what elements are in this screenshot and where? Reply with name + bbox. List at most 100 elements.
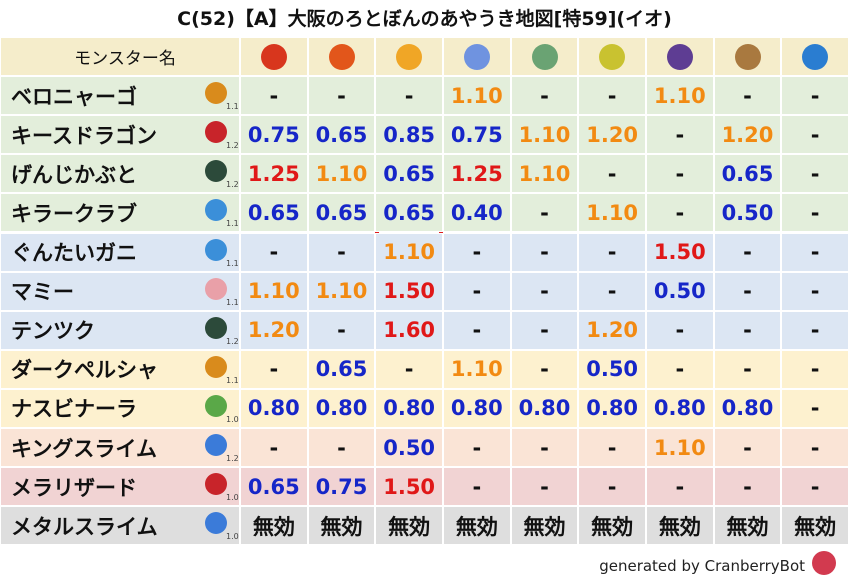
value-cell: - (510, 193, 579, 233)
level: 1.0 (226, 532, 239, 542)
value-cell: - (240, 428, 308, 468)
value-cell: - (307, 428, 376, 468)
value-cell: 0.65 (375, 154, 443, 194)
value-cell: 無効 (443, 506, 511, 546)
element-icon (599, 44, 626, 70)
value-cell: 1.50 (375, 271, 443, 311)
monster-name: ナスビナーラ (0, 388, 240, 428)
level: 1.0 (226, 493, 239, 503)
value-cell: - (646, 154, 714, 194)
title: C(52)【A】大阪のろとぼんのあやうき地図[特59](イオ) (177, 8, 672, 30)
value-cell: 0.85 (375, 115, 443, 155)
value-cell: - (240, 232, 308, 272)
value-cell: - (510, 428, 579, 468)
value-cell: 無効 (781, 506, 849, 546)
value-cell: 0.80 (375, 388, 443, 428)
value-cell: - (510, 467, 579, 507)
value-cell: - (510, 76, 579, 116)
value-cell: 0.50 (713, 193, 782, 233)
value-cell: 1.10 (646, 428, 714, 468)
monster-name: げんじかぶと (0, 154, 240, 194)
value-cell: 0.65 (240, 193, 308, 233)
value-cell: 無効 (646, 506, 714, 546)
value-cell: 0.75 (240, 115, 308, 155)
value-cell: - (578, 467, 646, 507)
monster-icon (205, 473, 227, 496)
value-cell: - (781, 271, 849, 311)
value-cell: - (781, 310, 849, 350)
element-icon (734, 44, 761, 70)
monster-icon (205, 394, 227, 417)
value-cell: 1.20 (578, 115, 646, 155)
monster-icon (205, 199, 227, 222)
value-cell: - (578, 76, 646, 116)
value-cell: 1.20 (578, 310, 646, 350)
value-cell: 0.50 (578, 349, 646, 389)
level: 1.1 (226, 258, 239, 268)
monster-name: ぐんたいガニ (0, 232, 240, 272)
value-cell: 0.65 (307, 349, 376, 389)
value-cell: - (578, 232, 646, 272)
value-cell: - (443, 271, 511, 311)
monster-icon (205, 512, 227, 535)
monster-name: メタルスライム (0, 506, 240, 546)
monster-icon (205, 160, 227, 183)
value-cell: - (781, 193, 849, 233)
monster-name: ベロニャーゴ (0, 76, 240, 116)
value-cell: 0.65 (713, 154, 782, 194)
value-cell: 無効 (307, 506, 376, 546)
value-cell: - (646, 349, 714, 389)
value-cell: 1.10 (375, 232, 443, 272)
element-icon (328, 44, 355, 70)
value-cell: - (375, 349, 443, 389)
value-cell: 0.65 (375, 193, 443, 233)
value-cell: - (713, 232, 782, 272)
level: 1.2 (226, 336, 239, 346)
value-cell: 無効 (375, 506, 443, 546)
value-cell: - (646, 467, 714, 507)
value-cell: - (781, 232, 849, 272)
value-cell: - (646, 115, 714, 155)
value-cell: - (781, 428, 849, 468)
monster-icon (205, 316, 227, 339)
value-cell: 1.10 (578, 193, 646, 233)
value-cell: 0.75 (307, 467, 376, 507)
level: 1.2 (226, 141, 239, 151)
value-cell: 1.10 (240, 271, 308, 311)
value-cell: - (510, 310, 579, 350)
level: 1.0 (226, 414, 239, 424)
value-cell: 0.80 (578, 388, 646, 428)
value-cell: 1.50 (375, 467, 443, 507)
value-cell: - (713, 76, 782, 116)
value-cell: 無効 (713, 506, 782, 546)
monster-name: テンツク (0, 310, 240, 350)
value-cell: 0.80 (307, 388, 376, 428)
value-cell: 0.75 (443, 115, 511, 155)
value-cell: 0.80 (646, 388, 714, 428)
level: 1.2 (226, 180, 239, 190)
value-cell: - (578, 271, 646, 311)
value-cell: - (646, 310, 714, 350)
bot-icon (812, 551, 836, 575)
value-cell: - (713, 467, 782, 507)
value-cell: 0.50 (646, 271, 714, 311)
value-cell: - (240, 76, 308, 116)
value-cell: - (510, 349, 579, 389)
value-cell: 無効 (578, 506, 646, 546)
value-cell: 無効 (510, 506, 579, 546)
monster-icon (205, 238, 227, 261)
value-cell: 0.65 (307, 115, 376, 155)
element-icon (463, 44, 490, 70)
value-cell: 1.60 (375, 310, 443, 350)
value-cell: 1.50 (646, 232, 714, 272)
value-cell: 0.65 (307, 193, 376, 233)
value-cell: - (781, 115, 849, 155)
credit: generated by CranberryBot (599, 557, 805, 575)
value-cell: - (510, 232, 579, 272)
level: 1.1 (226, 297, 239, 307)
value-cell: 1.25 (443, 154, 511, 194)
value-cell: 0.65 (240, 467, 308, 507)
value-cell: 1.10 (307, 271, 376, 311)
value-cell: 1.10 (443, 76, 511, 116)
value-cell: - (443, 467, 511, 507)
